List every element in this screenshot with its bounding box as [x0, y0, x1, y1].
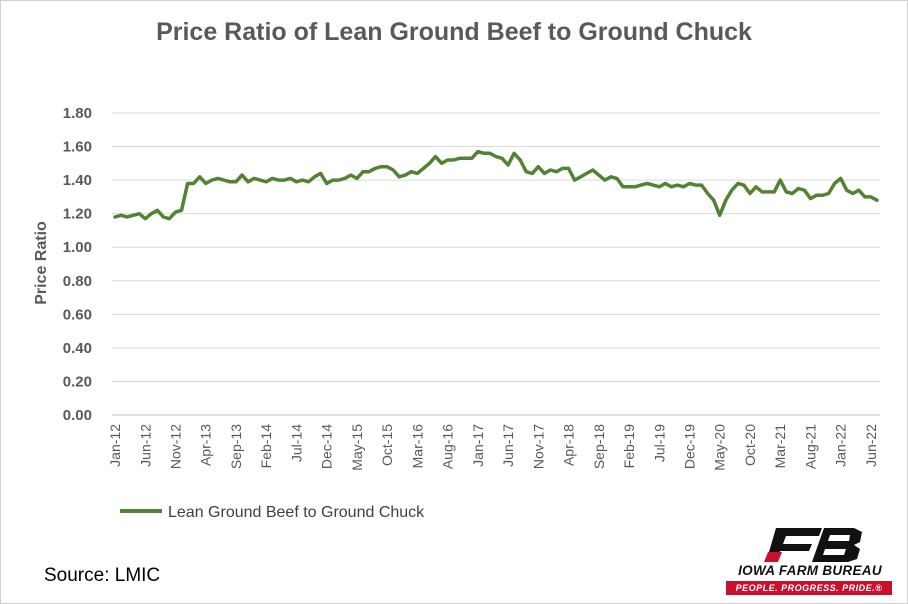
- x-tick-label: Dec-19: [682, 424, 698, 469]
- x-tick-label: Jul-14: [288, 424, 304, 462]
- x-tick-label: Sep-13: [228, 424, 244, 469]
- x-tick-label: Jun-17: [500, 424, 516, 467]
- gridlines: [112, 112, 880, 416]
- x-tick-label: Oct-15: [379, 424, 395, 466]
- y-tick-label: 1.20: [63, 206, 92, 223]
- y-tick-label: 0.40: [63, 340, 92, 357]
- x-tick-label: Mar-21: [772, 424, 788, 469]
- x-tick-label: Jun-22: [863, 424, 879, 467]
- y-tick-labels: 0.00 0.20 0.40 0.60 0.80 1.00 1.20 1.40 1.60 1.80: [63, 105, 92, 424]
- iowa-farm-bureau-logo: IOWA FARM BUREAU PEOPLE. PROGRESS. PRIDE…: [724, 522, 896, 598]
- x-tick-label: Aug-16: [440, 424, 456, 469]
- x-tick-label: Jun-12: [137, 424, 153, 467]
- x-tick-label: Feb-19: [621, 424, 637, 469]
- x-tick-label: Jul-19: [651, 424, 667, 462]
- x-tick-label: Mar-16: [409, 424, 425, 469]
- x-tick-label: Apr-13: [198, 424, 214, 466]
- y-tick-label: 1.00: [63, 239, 92, 256]
- source-note: Source: LMIC: [44, 565, 161, 586]
- x-tick-label: Dec-14: [319, 424, 335, 469]
- x-tick-label: May-20: [712, 424, 728, 471]
- y-tick-label: 1.60: [63, 139, 92, 156]
- x-tick-label: Nov-17: [530, 424, 546, 469]
- series-line-lean-ground-beef-to-ground-chuck: [113, 149, 879, 221]
- y-tick-label: 0.80: [63, 273, 92, 290]
- x-tick-label: May-15: [349, 424, 365, 471]
- y-tick-label: 0.20: [63, 373, 92, 390]
- x-tick-label: Jan-12: [107, 424, 123, 467]
- x-tick-label: Sep-18: [591, 424, 607, 469]
- x-tick-label: Aug-21: [802, 424, 818, 469]
- x-tick-label: Feb-14: [258, 424, 274, 469]
- x-tick-label: Apr-18: [561, 424, 577, 466]
- legend: Lean Ground Beef to Ground Chuck: [120, 504, 425, 521]
- y-tick-label: 0.00: [63, 407, 92, 424]
- legend-label: Lean Ground Beef to Ground Chuck: [168, 504, 425, 521]
- x-tick-labels: Jan-12 Jun-12 Nov-12 Apr-13 Sep-13 Feb-14 Jul-…: [107, 424, 879, 471]
- logo-brand-text: IOWA FARM BUREAU: [738, 563, 882, 578]
- x-tick-label: Oct-20: [742, 424, 758, 466]
- y-axis-label: Price Ratio: [33, 221, 50, 305]
- fb-logo-icon: [764, 528, 862, 562]
- x-tick-label: Jan-22: [833, 424, 849, 467]
- x-tick-label: Jan-17: [470, 424, 486, 467]
- y-tick-label: 1.80: [63, 105, 92, 122]
- x-tick-label: Nov-12: [167, 424, 183, 469]
- chart-title: Price Ratio of Lean Ground Beef to Groun…: [156, 18, 752, 46]
- y-tick-label: 1.40: [63, 172, 92, 189]
- y-tick-label: 0.60: [63, 306, 92, 323]
- logo-tagline: PEOPLE. PROGRESS. PRIDE.®: [726, 581, 892, 595]
